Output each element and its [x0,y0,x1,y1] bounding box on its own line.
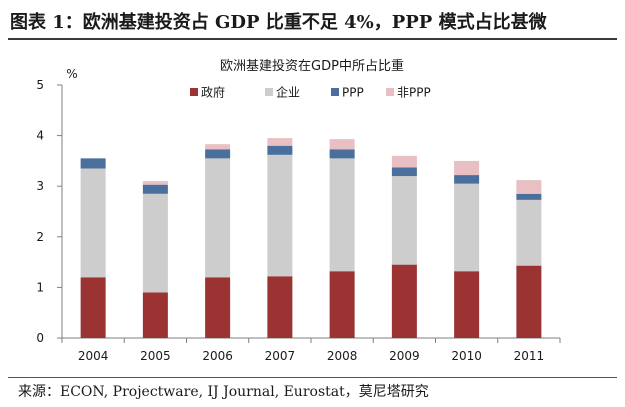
bar-segment-3-2008 [329,139,355,150]
bar-segment-1-2009 [391,176,417,265]
bar-segment-0-2008 [329,271,355,338]
x-tick-label: 2010 [451,349,482,363]
bar-segment-3-2010 [454,160,480,176]
bar-segment-3-2006 [205,144,231,150]
legend-label-1: 企业 [276,85,300,100]
bar-segment-2-2007 [267,145,293,155]
bottom-rule [8,377,617,378]
bar-segment-3-2009 [391,155,417,168]
legend-label-0: 政府 [201,85,225,100]
x-tick-label: 2011 [514,349,545,363]
y-axis: 0 1 2 3 4 5 [36,78,63,345]
x-tick-label: 2008 [327,349,358,363]
y-tick-label: 5 [36,78,44,92]
bar-segment-3-2005 [142,181,168,185]
source-note: 来源：ECON, Projectware, IJ Journal, Eurost… [18,384,429,400]
bar-segment-2-2010 [454,175,480,184]
y-tick-label: 1 [36,280,44,294]
bar-segment-0-2010 [454,271,480,338]
top-rule [8,38,617,40]
bars [80,138,542,338]
legend-swatch-2 [331,88,339,96]
bar-segment-1-2011 [516,199,542,266]
legend-swatch-1 [265,88,273,96]
x-tick-label: 2006 [202,349,233,363]
y-unit-label: % [66,67,77,81]
legend-label-3: 非PPP [397,86,431,100]
bar-segment-1-2005 [142,193,168,293]
x-tick-label: 2009 [389,349,420,363]
bar-segment-1-2010 [454,183,480,272]
y-tick-label: 2 [36,230,44,244]
figure-heading: 图表 1：欧洲基建投资占 GDP 比重不足 4%，PPP 模式占比甚微 [10,12,547,33]
bar-segment-1-2007 [267,154,293,277]
y-tick-label: 4 [36,129,44,143]
x-tick-label: 2007 [265,349,296,363]
bar-segment-3-2011 [516,180,542,194]
bar-segment-0-2005 [142,292,168,338]
bar-segment-0-2011 [516,265,542,338]
bar-segment-0-2009 [391,264,417,338]
legend-swatch-0 [190,88,198,96]
bar-segment-2-2006 [205,149,231,159]
bar-segment-0-2007 [267,276,293,338]
bar-segment-2-2004 [80,158,106,169]
legend: 政府 企业 PPP 非PPP [190,85,431,100]
legend-label-2: PPP [342,86,364,100]
bar-segment-1-2008 [329,158,355,272]
bar-segment-2-2009 [391,167,417,177]
bar-segment-2-2011 [516,193,542,200]
bar-segment-2-2008 [329,149,355,159]
bar-segment-0-2006 [205,277,231,338]
bar-segment-1-2006 [205,158,231,278]
bar-segment-3-2007 [267,138,293,146]
chart-title: 欧洲基建投资在GDP中所占比重 [220,58,404,74]
legend-swatch-3 [386,88,394,96]
bar-segment-2-2005 [142,184,168,194]
y-tick-label: 0 [36,331,44,345]
x-axis: 2004 2005 2006 2007 2008 2009 2010 2011 [61,337,561,363]
x-tick-label: 2004 [78,349,109,363]
x-tick-label: 2005 [140,349,171,363]
y-tick-label: 3 [36,179,44,193]
bar-segment-1-2004 [80,168,106,278]
bar-segment-0-2004 [80,277,106,338]
